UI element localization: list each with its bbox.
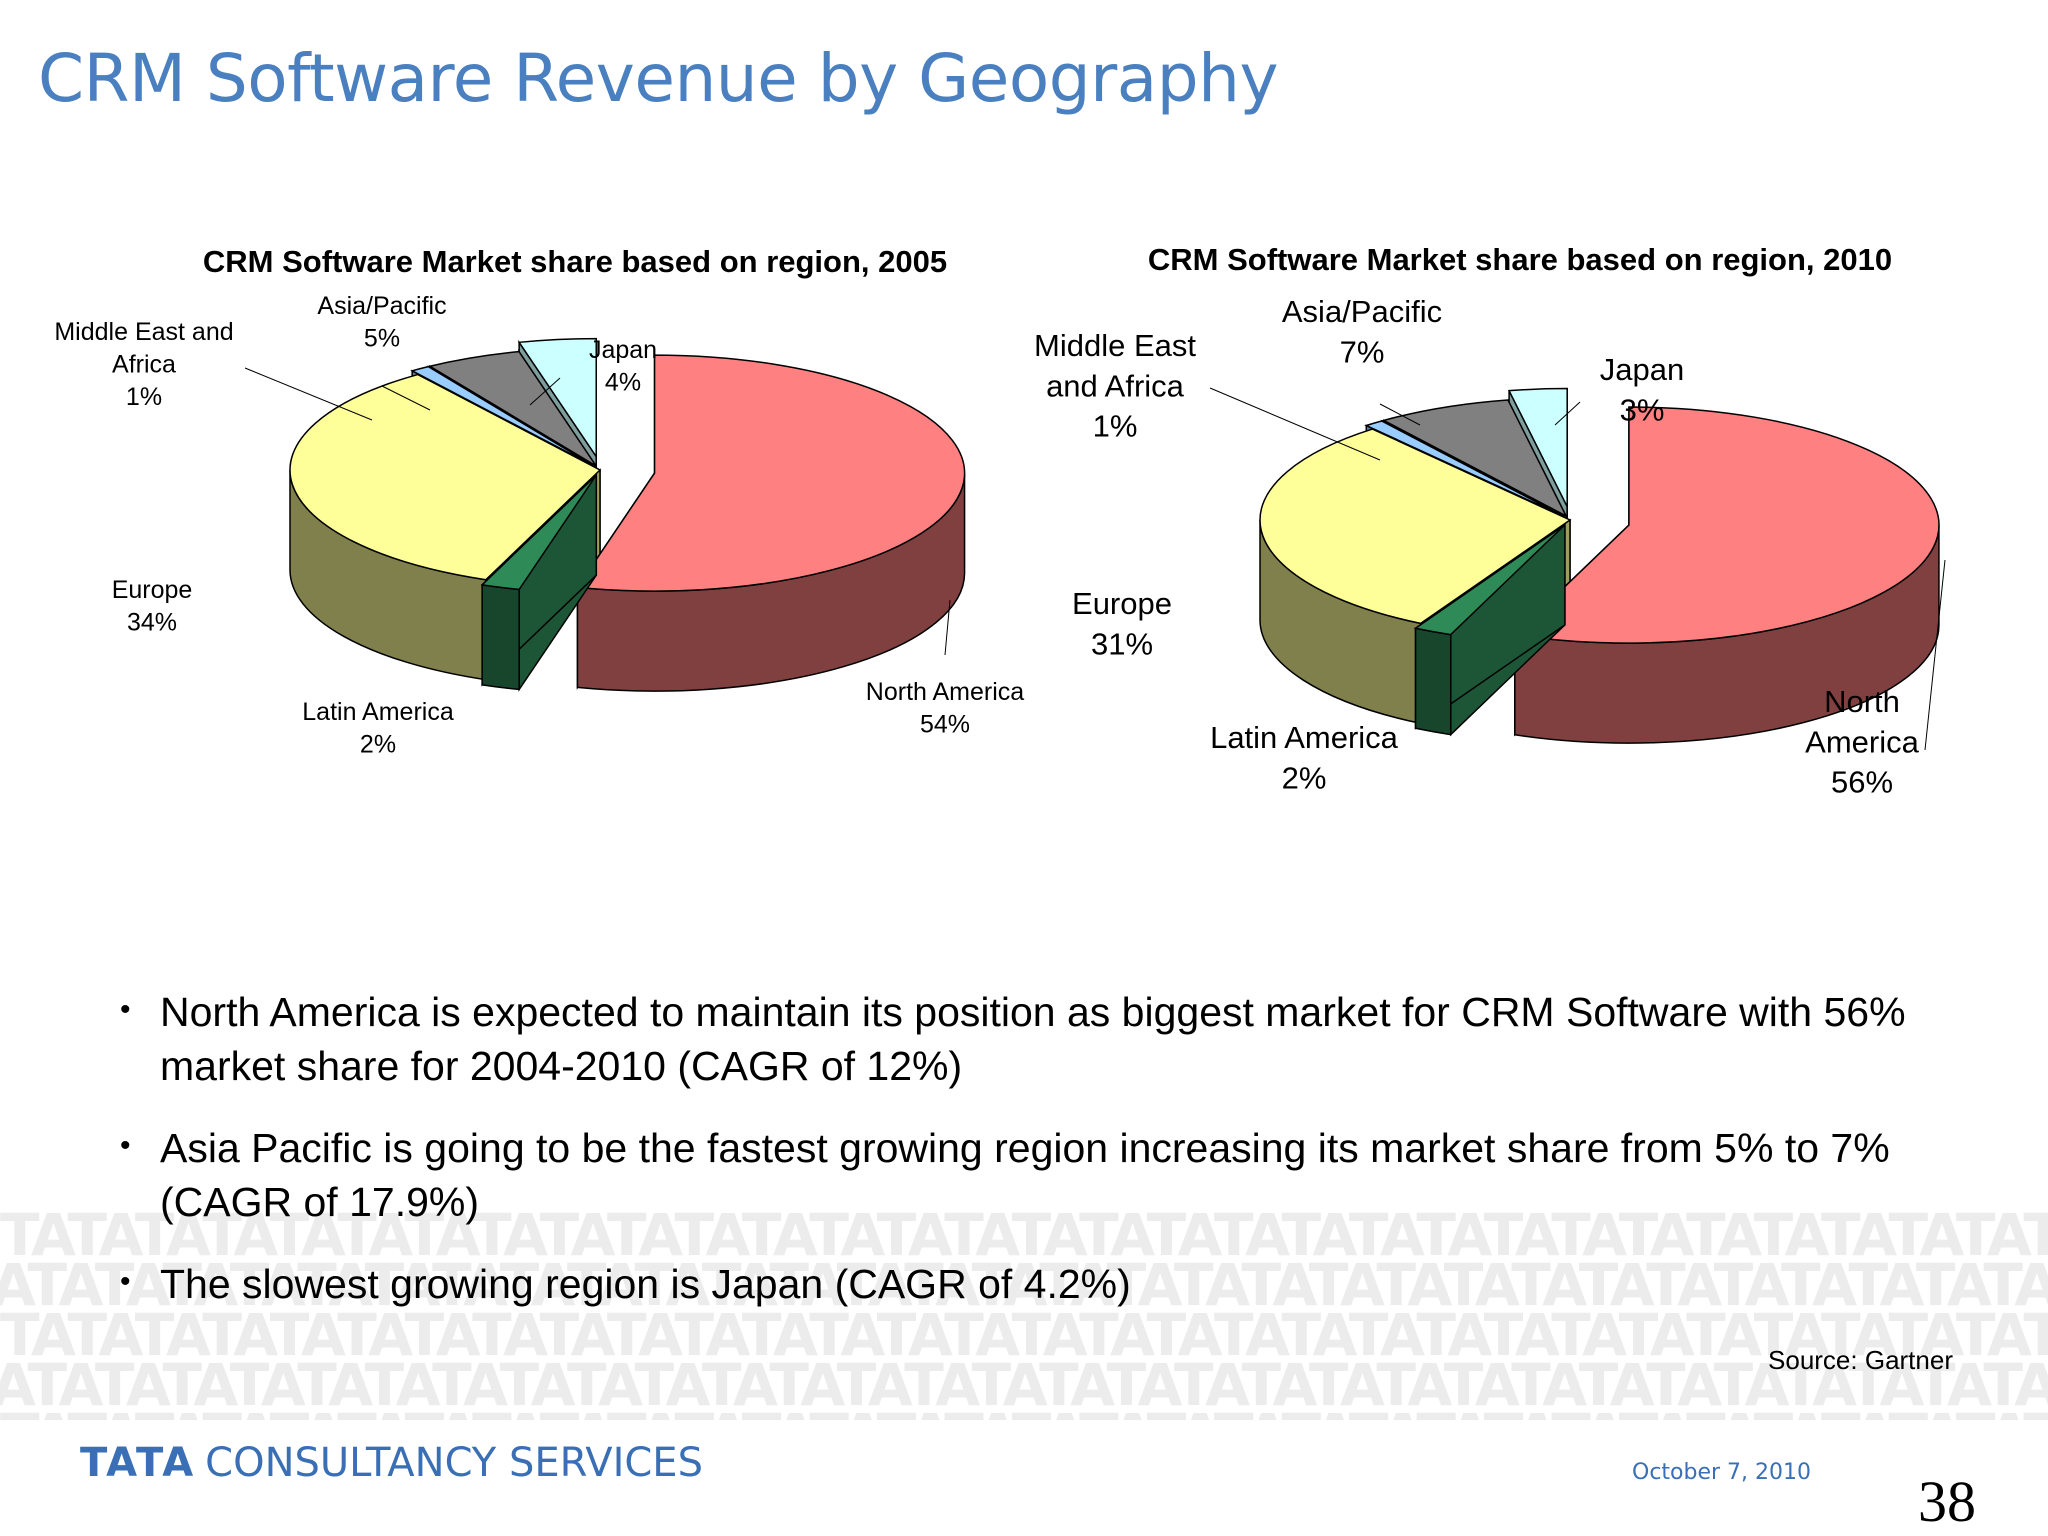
- watermark-row: TATATATATATATATATATATATATATATATATATATATA…: [0, 1406, 2048, 1420]
- slice-label-asia-pacific: Asia/Pacific 5%: [317, 292, 446, 353]
- slice-top: [427, 350, 597, 467]
- slice-name: Europe: [112, 576, 193, 604]
- leader-line: [944, 599, 951, 656]
- slice-name: Japan: [589, 336, 657, 364]
- slice-top: [1507, 387, 1568, 507]
- slice-label-latin-america: Latin America 2%: [302, 698, 454, 759]
- slice-top: [1259, 428, 1572, 625]
- slice-value: 7%: [1340, 334, 1385, 369]
- slice-label-japan: Japan 4%: [589, 336, 657, 397]
- slice-value: 3%: [1620, 392, 1665, 427]
- slice-name: America: [1805, 724, 1919, 759]
- pie-chart-2005: CRM Software Market share based on regio…: [54, 244, 1024, 759]
- leader-line: [1379, 403, 1421, 426]
- slice-label-europe: Europe 34%: [112, 576, 193, 637]
- slice-name: Latin America: [302, 698, 454, 726]
- slice-name: Japan: [1600, 352, 1684, 387]
- slice-name: Europe: [1072, 586, 1172, 621]
- slice-latin-america: [480, 472, 598, 692]
- leader-line: [381, 385, 431, 411]
- slice-label-middle-east-and-africa: Middle East and Africa 1%: [1034, 328, 1196, 444]
- slice-name: Asia/Pacific: [1282, 294, 1442, 329]
- slice-label-japan: Japan 3%: [1600, 352, 1684, 427]
- leader-line: [244, 367, 373, 421]
- slice-label-latin-america: Latin America 2%: [1210, 720, 1399, 795]
- bullet-item: North America is expected to maintain it…: [120, 983, 1940, 1093]
- slice-top: [480, 474, 597, 591]
- slice-label-north-america: North America 56%: [1805, 684, 1919, 800]
- slice-name: Africa: [112, 351, 176, 379]
- chart-title: CRM Software Market share based on regio…: [203, 244, 947, 279]
- pie-chart-2010: CRM Software Market share based on regio…: [1034, 242, 1946, 800]
- slice-name: North: [1824, 684, 1900, 719]
- slice-name: Middle East: [1034, 328, 1196, 363]
- slice-top: [1413, 524, 1566, 636]
- watermark-row: TATATATATATATATATATATATATATATATATATATATA…: [0, 1301, 2048, 1369]
- slice-name: Middle East and: [54, 318, 233, 346]
- slice-latin-america: [1413, 523, 1566, 737]
- slice-top: [410, 365, 595, 467]
- slice-top: [1381, 399, 1568, 518]
- leader-line: [1209, 387, 1381, 461]
- slice-value: 5%: [364, 325, 400, 353]
- slice-value: 2%: [360, 731, 396, 759]
- leader-line: [1924, 559, 1946, 751]
- slice-top: [1364, 420, 1565, 518]
- bullet-item: The slowest growing region is Japan (CAG…: [120, 1255, 1940, 1311]
- slice-name: Asia/Pacific: [317, 292, 446, 320]
- slice-outer-wall: [481, 583, 520, 691]
- bullet-item: Asia Pacific is going to be the fastest …: [120, 1119, 1940, 1229]
- slice-label-europe: Europe 31%: [1072, 586, 1172, 661]
- logo-tata: TATA: [80, 1440, 196, 1486]
- slice-name: North America: [866, 678, 1024, 706]
- bullet-list: North America is expected to maintain it…: [120, 983, 1940, 1339]
- slice-outer-wall: [1414, 627, 1452, 736]
- slice-label-asia-pacific: Asia/Pacific 7%: [1282, 294, 1442, 369]
- slice-north-america: [1513, 406, 1940, 744]
- logo-company: CONSULTANCY SERVICES: [205, 1440, 703, 1486]
- source-note: Source: Gartner: [1768, 1345, 1953, 1375]
- slide-title: CRM Software Revenue by Geography: [38, 40, 1279, 117]
- slice-top: [576, 354, 966, 592]
- slice-name: and Africa: [1046, 368, 1185, 403]
- slice-top: [517, 337, 597, 460]
- tcs-logo: TATA CONSULTANCY SERVICES: [80, 1440, 703, 1486]
- slice-value: 54%: [920, 711, 970, 739]
- slice-label-north-america: North America 54%: [866, 678, 1024, 739]
- slice-value: 34%: [127, 609, 177, 637]
- slide-date: October 7, 2010: [1632, 1460, 1812, 1485]
- watermark-row: TATATATATATATATATATATATATATATATATATATATA…: [0, 1351, 2048, 1419]
- slice-value: 31%: [1091, 626, 1153, 661]
- slice-north-america: [576, 354, 966, 692]
- slice-value: 1%: [126, 383, 162, 411]
- slice-value: 56%: [1831, 765, 1893, 800]
- leader-line: [1554, 401, 1581, 426]
- slice-top: [289, 373, 602, 581]
- leader-line: [529, 377, 561, 406]
- chart-title: CRM Software Market share based on regio…: [1148, 242, 1892, 277]
- pie-charts: CRM Software Market share based on regio…: [54, 242, 1946, 800]
- slice-value: 4%: [605, 369, 641, 397]
- slice-value: 1%: [1093, 409, 1138, 444]
- page-number: 38: [1918, 1469, 1976, 1534]
- slice-value: 2%: [1282, 760, 1327, 795]
- slice-label-middle-east-and-africa: Middle East and Africa 1%: [54, 318, 233, 411]
- slice-name: Latin America: [1210, 720, 1399, 755]
- slice-top: [1513, 406, 1940, 644]
